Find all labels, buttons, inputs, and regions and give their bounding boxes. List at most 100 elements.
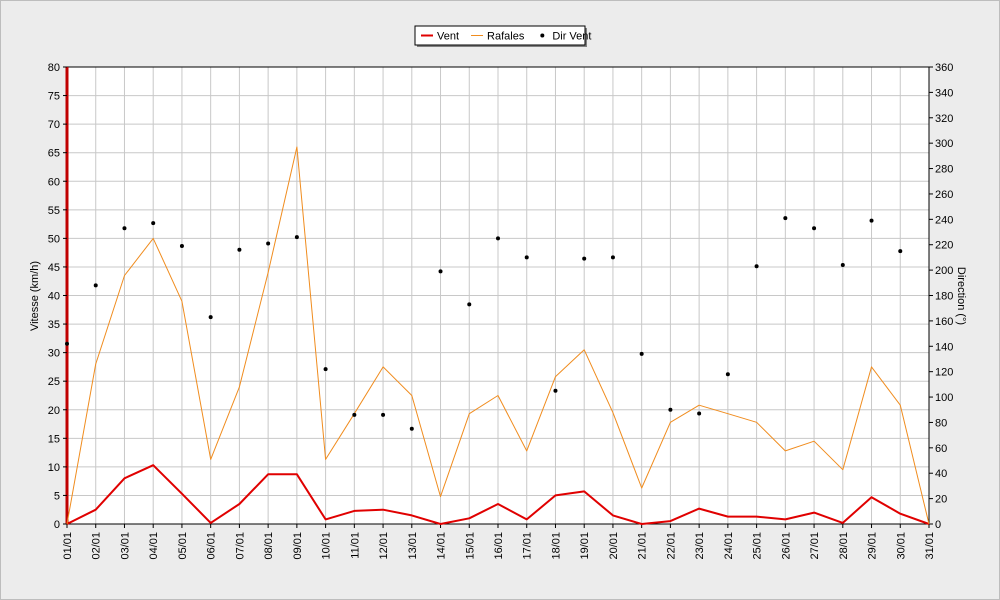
series-line-vent xyxy=(66,464,930,525)
y-tick-label-right: 40 xyxy=(935,468,947,480)
point-dir-vent xyxy=(582,256,587,261)
y-tick-label-left: 60 xyxy=(48,176,60,188)
point-dir-vent xyxy=(812,226,817,231)
y-tick-label-left: 15 xyxy=(48,433,60,445)
y-tick-label-right: 140 xyxy=(935,341,953,353)
x-tick-label: 11/01 xyxy=(349,532,361,559)
y-tick-label-right: 340 xyxy=(935,87,953,99)
x-tick-label: 20/01 xyxy=(608,532,620,560)
point-dir-vent xyxy=(898,249,903,254)
point-dir-vent xyxy=(352,412,357,417)
y-tick-label-left: 80 xyxy=(48,62,60,74)
point-dir-vent xyxy=(869,218,874,223)
legend-swatch-dir-vent xyxy=(540,33,545,38)
x-tick-label: 17/01 xyxy=(522,532,534,560)
x-tick-label: 12/01 xyxy=(378,532,390,560)
x-tick-label: 19/01 xyxy=(579,532,591,560)
point-dir-vent xyxy=(496,236,500,241)
point-dir-vent xyxy=(179,243,184,248)
x-tick-label: 25/01 xyxy=(752,532,764,560)
y-tick-label-left: 70 xyxy=(48,119,60,131)
x-tick-label: 29/01 xyxy=(867,532,879,560)
legend: Vent Rafales Dir Vent xyxy=(414,25,591,47)
legend-label-rafales: Rafales xyxy=(487,31,525,43)
point-dir-vent xyxy=(122,226,127,231)
legend-label-dir-vent: Dir Vent xyxy=(552,31,591,43)
y-tick-label-left: 10 xyxy=(48,462,60,474)
point-dir-vent xyxy=(610,255,615,260)
point-dir-vent xyxy=(266,241,271,246)
y-tick-label-left: 55 xyxy=(48,205,60,217)
x-tick-label: 15/01 xyxy=(464,532,476,560)
x-tick-label: 22/01 xyxy=(665,532,677,560)
x-tick-label: 09/01 xyxy=(292,532,304,560)
y-tick-label-right: 320 xyxy=(935,113,953,125)
y-tick-label-left: 30 xyxy=(48,348,60,360)
y-tick-label-left: 75 xyxy=(48,91,60,103)
y-tick-label-right: 100 xyxy=(935,392,953,404)
x-tick-label: 31/01 xyxy=(924,532,936,560)
x-tick-label: 23/01 xyxy=(694,532,706,560)
point-dir-vent xyxy=(294,235,299,240)
x-tick-label: 13/01 xyxy=(407,532,419,560)
point-dir-vent xyxy=(697,411,702,416)
point-dir-vent xyxy=(783,216,788,221)
x-tick-label: 04/01 xyxy=(148,532,160,560)
y-tick-label-right: 220 xyxy=(935,240,953,252)
legend-box xyxy=(414,25,586,46)
legend-label-vent: Vent xyxy=(437,31,459,43)
x-tick-label: 14/01 xyxy=(436,532,448,560)
y-tick-label-right: 0 xyxy=(935,519,941,531)
point-dir-vent xyxy=(93,283,98,288)
x-tick-label: 21/01 xyxy=(637,532,649,560)
point-dir-vent xyxy=(840,263,845,268)
y-tick-label-right: 160 xyxy=(935,316,953,328)
point-dir-vent xyxy=(639,351,644,356)
y-tick-label-right: 200 xyxy=(935,265,953,277)
point-dir-vent xyxy=(725,372,730,377)
point-dir-vent xyxy=(754,264,759,269)
x-tick-label: 02/01 xyxy=(91,532,103,560)
y-tick-label-right: 300 xyxy=(935,138,953,150)
y-tick-label-right: 360 xyxy=(935,62,953,74)
x-tick-label: 07/01 xyxy=(234,532,246,560)
y-tick-label-right: 120 xyxy=(935,367,953,379)
y-tick-label-left: 35 xyxy=(48,319,60,331)
x-tick-label: 01/01 xyxy=(62,532,74,560)
x-tick-label: 08/01 xyxy=(263,532,275,560)
y-tick-label-left: 40 xyxy=(48,291,60,303)
point-dir-vent xyxy=(438,269,443,274)
point-dir-vent xyxy=(553,388,558,393)
point-dir-vent xyxy=(65,341,69,346)
x-tick-label: 30/01 xyxy=(895,532,907,560)
x-tick-label: 16/01 xyxy=(493,532,505,560)
y-tick-label-right: 180 xyxy=(935,291,953,303)
y-axis-title-left: Vitesse (km/h) xyxy=(29,261,41,331)
y-tick-label-left: 45 xyxy=(48,262,60,274)
x-tick-label: 24/01 xyxy=(723,532,735,560)
point-dir-vent xyxy=(208,315,213,320)
x-tick-label: 27/01 xyxy=(809,532,821,560)
y-tick-label-right: 20 xyxy=(935,494,947,506)
y-axis-title-right: Direction (°) xyxy=(955,267,967,325)
point-dir-vent xyxy=(381,412,386,417)
y-tick-label-left: 20 xyxy=(48,405,60,417)
y-tick-label-left: 25 xyxy=(48,376,60,388)
y-tick-label-left: 65 xyxy=(48,148,60,160)
x-tick-label: 10/01 xyxy=(321,532,333,560)
y-tick-label-right: 240 xyxy=(935,214,953,226)
y-tick-label-right: 280 xyxy=(935,164,953,176)
point-dir-vent xyxy=(524,255,529,260)
point-dir-vent xyxy=(409,426,414,431)
point-dir-vent xyxy=(151,221,156,226)
x-tick-label: 03/01 xyxy=(119,532,131,560)
y-tick-label-left: 50 xyxy=(48,233,60,245)
y-tick-label-left: 0 xyxy=(54,519,60,531)
point-dir-vent xyxy=(323,367,328,372)
x-tick-label: 26/01 xyxy=(780,532,792,560)
x-tick-label: 28/01 xyxy=(838,532,850,560)
series-line-rafales xyxy=(66,146,930,525)
y-tick-label-left: 5 xyxy=(54,490,60,502)
